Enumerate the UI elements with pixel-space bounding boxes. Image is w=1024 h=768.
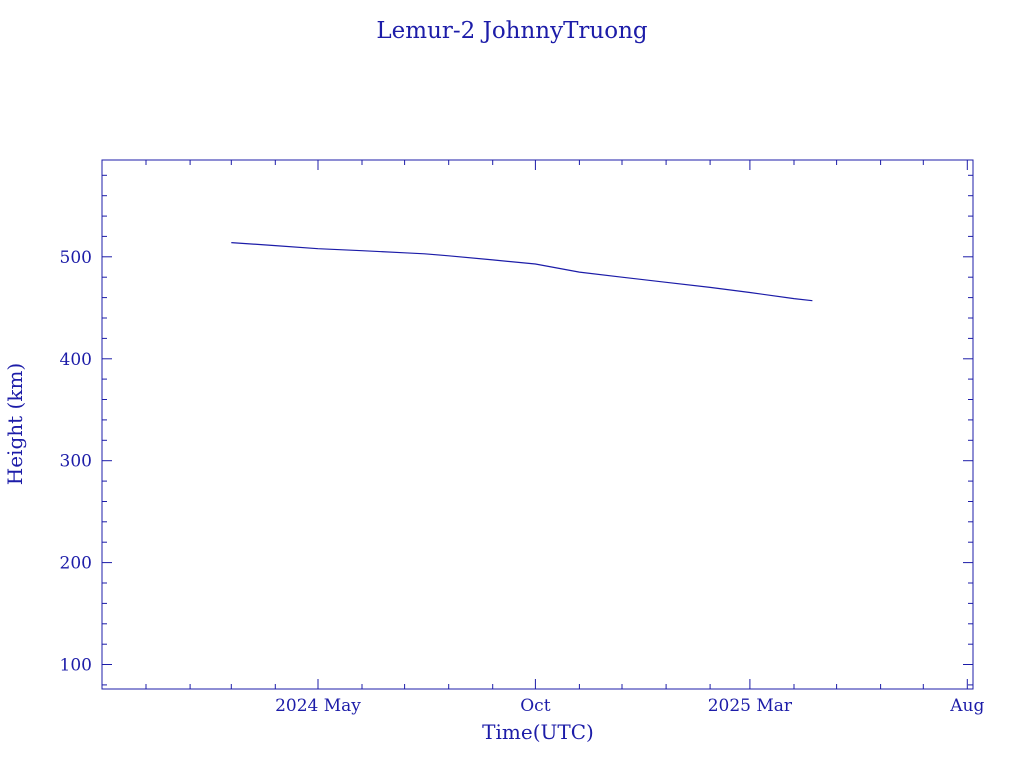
x-tick-label: 2025 Mar xyxy=(708,696,793,716)
y-tick-label: 100 xyxy=(60,656,92,676)
x-tick-label: Oct xyxy=(520,696,550,716)
y-tick-label: 500 xyxy=(60,248,92,268)
series-layer xyxy=(231,242,813,302)
y-tick-label: 400 xyxy=(60,350,92,370)
y-axis-label: Height (km) xyxy=(3,363,27,485)
x-axis-label: Time(UTC) xyxy=(482,720,594,744)
plot-frame xyxy=(101,159,974,690)
chart-title: Lemur-2 JohnnyTruong xyxy=(376,18,648,44)
y-tick-label: 300 xyxy=(60,452,92,472)
x-axis-ticks: 2024 May Oct 2025 Mar Aug xyxy=(101,160,984,716)
y-axis-ticks: 100 200 300 400 500 xyxy=(60,174,973,686)
x-tick-label: Aug xyxy=(949,696,984,716)
y-tick-label: 200 xyxy=(60,554,92,574)
x-tick-label: 2024 May xyxy=(275,696,361,716)
height-series-line xyxy=(231,242,813,302)
